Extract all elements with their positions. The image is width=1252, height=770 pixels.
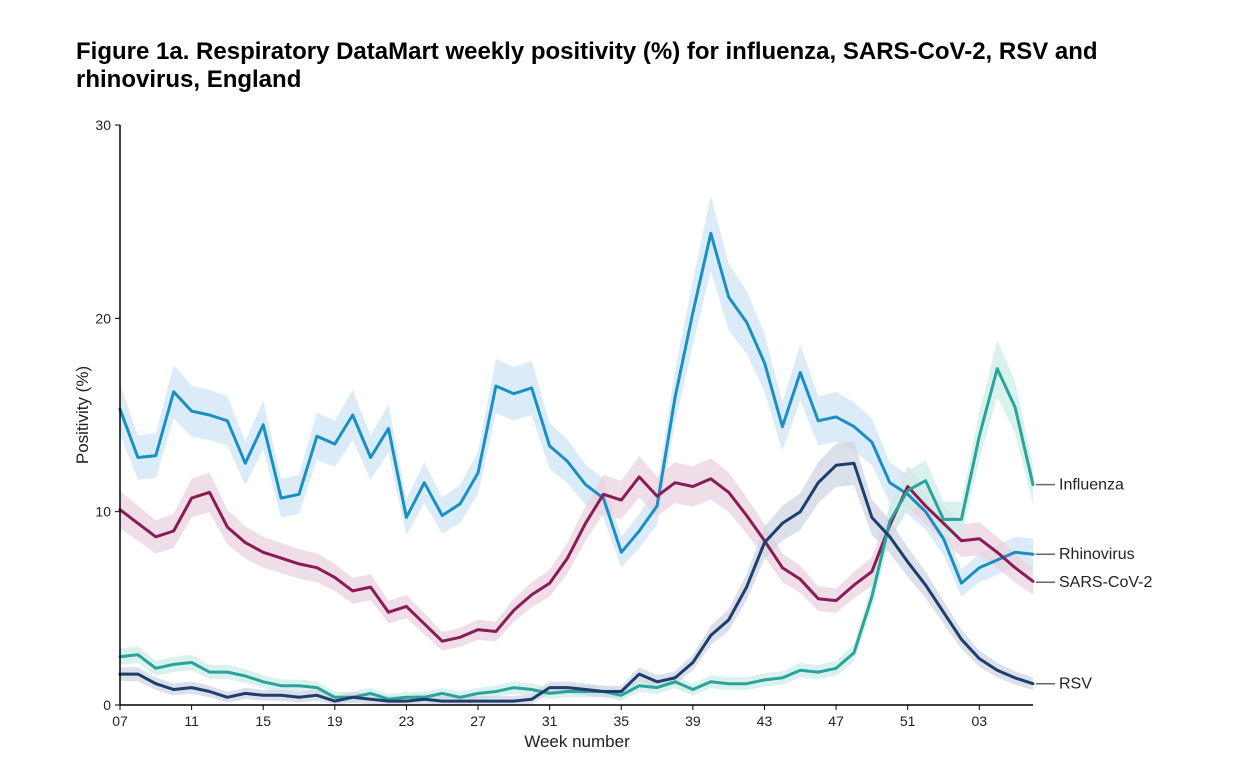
series-labels: Influenza Rhinovirus SARS-CoV-2 RSV xyxy=(1036,477,1152,693)
chart-title: Figure 1a. Respiratory DataMart weekly p… xyxy=(76,38,1098,93)
influenza-label: Influenza xyxy=(1059,477,1124,494)
x-axis-title: Week number xyxy=(524,732,630,751)
y-tick-label: 10 xyxy=(95,504,111,520)
y-tick-label: 30 xyxy=(95,117,111,133)
influenza-band xyxy=(120,340,1033,705)
influenza-line xyxy=(118,367,1035,701)
sars-cov-2-line xyxy=(118,475,1035,643)
y-axis-title: Positivity (%) xyxy=(73,366,92,464)
x-tick-label: 15 xyxy=(255,713,271,729)
rhinovirus-line xyxy=(118,231,1035,585)
rsv-label: RSV xyxy=(1059,676,1092,693)
x-tick-label: 51 xyxy=(900,713,916,729)
sars-cov-2-label: SARS-CoV-2 xyxy=(1059,574,1152,591)
x-tick-label: 31 xyxy=(542,713,558,729)
sars-cov-2-band xyxy=(120,456,1033,651)
series-lines xyxy=(118,231,1035,703)
x-tick-label: 35 xyxy=(613,713,629,729)
x-tick-label: 03 xyxy=(972,713,988,729)
rhinovirus-label: Rhinovirus xyxy=(1059,546,1135,563)
x-tick-label: 47 xyxy=(828,713,844,729)
confidence-bands xyxy=(120,195,1033,705)
x-tick-label: 27 xyxy=(470,713,486,729)
y-tick-label: 0 xyxy=(103,697,111,713)
x-tick-label: 43 xyxy=(757,713,773,729)
x-tick-label: 11 xyxy=(184,713,199,729)
rsv-line xyxy=(118,461,1035,703)
x-tick-label: 19 xyxy=(327,713,343,729)
x-tick-label: 07 xyxy=(112,713,128,729)
y-tick-label: 20 xyxy=(95,310,111,326)
x-tick-label: 39 xyxy=(685,713,701,729)
rsv-band xyxy=(120,441,1033,705)
axes: 0 10 20 30 07 11 15 19 23 27 31 35 39 43 47 51 03 xyxy=(95,117,1033,729)
x-tick-label: 23 xyxy=(399,713,415,729)
